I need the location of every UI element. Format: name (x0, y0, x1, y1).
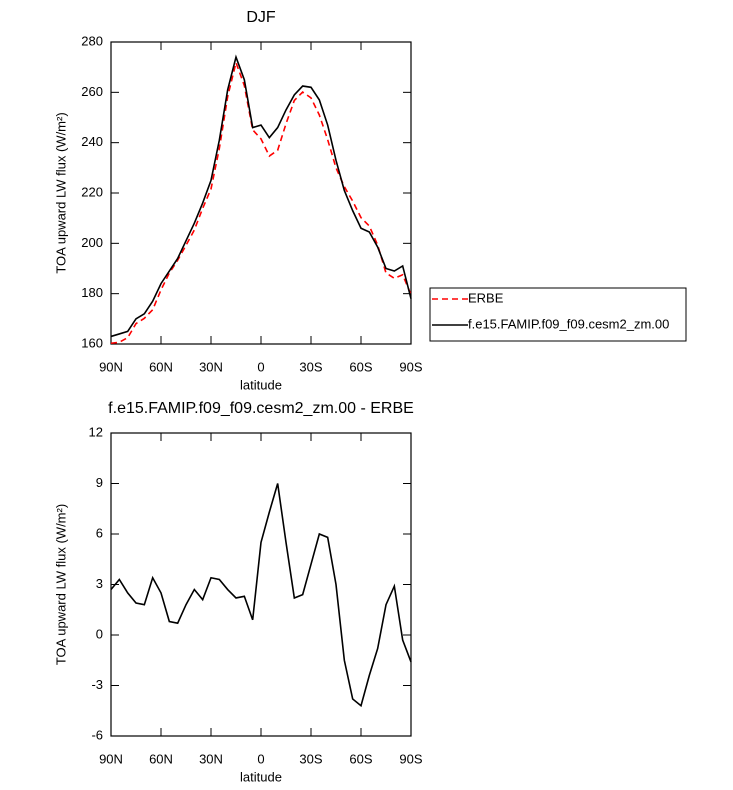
y-axis-label: TOA upward LW flux (W/m²) (53, 112, 68, 273)
y-tick-label: 220 (81, 184, 103, 199)
x-tick-label: 0 (257, 751, 264, 766)
x-tick-label: 90S (399, 751, 422, 766)
data-line (110, 59, 412, 345)
y-tick-label: -6 (91, 727, 103, 742)
x-tick-label: 30S (299, 751, 322, 766)
x-axis-label: latitude (240, 377, 282, 392)
legend-box (429, 287, 687, 342)
chart-title: f.e15.FAMIP.f09_f09.cesm2_zm.00 - ERBE (108, 400, 414, 417)
plot-frame (110, 41, 412, 345)
y-tick-label: 0 (96, 626, 103, 641)
x-tick-label: 90S (399, 359, 422, 374)
data-line (110, 483, 412, 708)
x-tick-label: 0 (257, 359, 264, 374)
y-tick-label: 12 (89, 424, 103, 439)
x-tick-label: 30N (199, 359, 223, 374)
y-axis-label: TOA upward LW flux (W/m²) (53, 504, 68, 665)
x-tick-label: 60N (149, 359, 173, 374)
y-tick-label: 160 (81, 335, 103, 350)
y-tick-label: 260 (81, 84, 103, 99)
x-tick-label: 60S (349, 359, 372, 374)
x-tick-label: 60S (349, 751, 372, 766)
y-tick-label: 3 (96, 576, 103, 591)
y-tick-label: 280 (81, 33, 103, 48)
y-tick-label: -3 (91, 677, 103, 692)
x-axis-label: latitude (240, 769, 282, 784)
y-tick-label: 9 (96, 475, 103, 490)
legend-label: ERBE (468, 290, 504, 305)
legend-label: f.e15.FAMIP.f09_f09.cesm2_zm.00 (468, 316, 669, 331)
x-tick-label: 90N (99, 751, 123, 766)
x-tick-label: 90N (99, 359, 123, 374)
x-tick-label: 60N (149, 751, 173, 766)
y-tick-label: 240 (81, 134, 103, 149)
data-line (110, 54, 412, 338)
chart-title: DJF (246, 9, 276, 26)
y-tick-label: 180 (81, 285, 103, 300)
y-tick-label: 200 (81, 235, 103, 250)
y-tick-label: 6 (96, 525, 103, 540)
x-tick-label: 30N (199, 751, 223, 766)
x-tick-label: 30S (299, 359, 322, 374)
